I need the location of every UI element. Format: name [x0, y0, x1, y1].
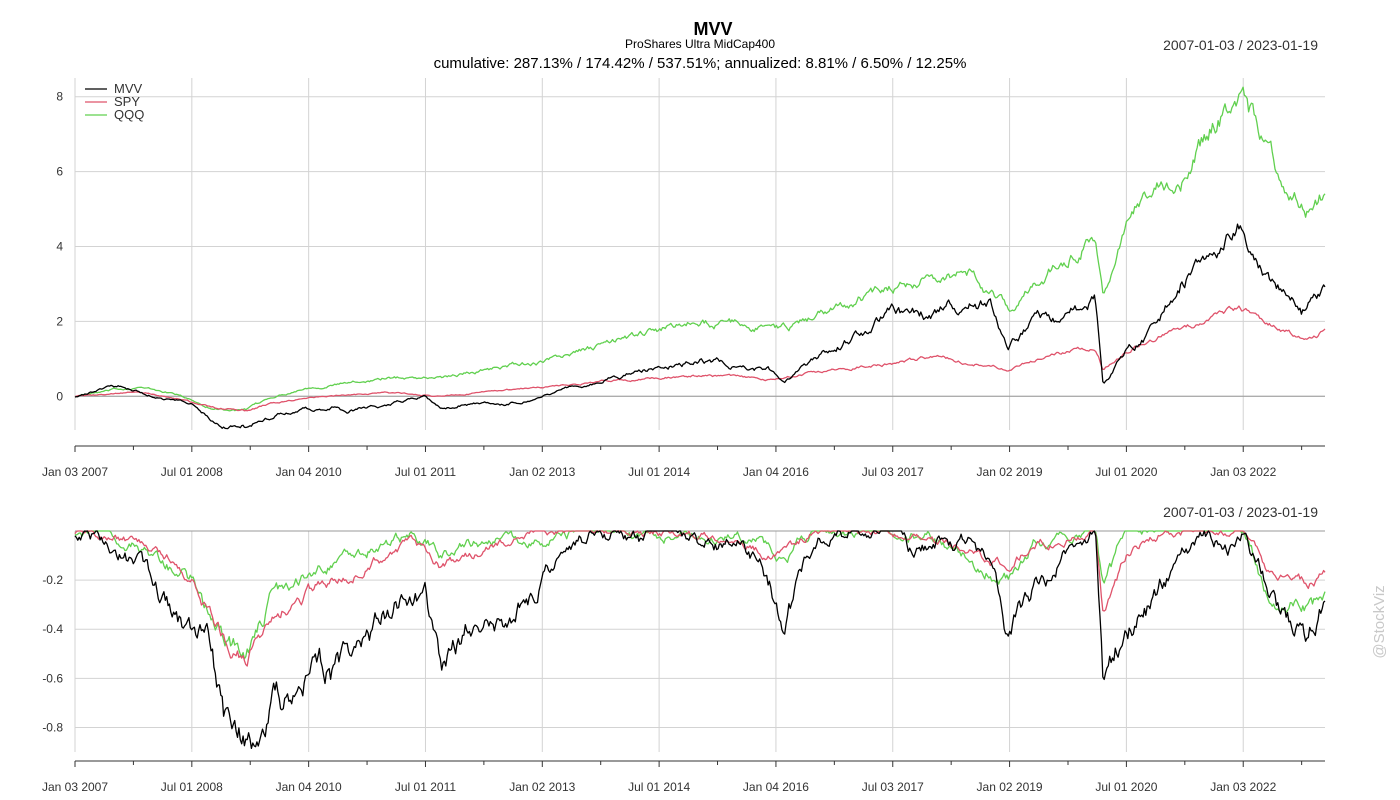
- series-line-qqq: [74, 530, 1326, 660]
- y-tick-label: 4: [56, 240, 63, 254]
- x-tick-label: Jul 01 2014: [628, 780, 690, 794]
- x-tick-label: Jan 02 2013: [509, 465, 575, 479]
- y-tick-label: 2: [56, 314, 63, 328]
- x-tick-label: Jan 03 2022: [1210, 780, 1276, 794]
- x-tick-label: Jul 01 2020: [1095, 465, 1157, 479]
- y-tick-label: -0.8: [42, 720, 63, 734]
- performance-stats: cumulative: 287.13% / 174.42% / 537.51%;…: [434, 55, 967, 72]
- series-line-spy: [74, 305, 1326, 412]
- y-tick-label: -0.4: [42, 622, 63, 636]
- legend-label-mvv: MVV: [114, 81, 143, 96]
- x-tick-label: Jul 01 2008: [161, 780, 223, 794]
- x-tick-label: Jan 02 2019: [977, 465, 1043, 479]
- x-tick-label: Jul 01 2020: [1095, 780, 1157, 794]
- y-tick-label: -0.2: [42, 573, 63, 587]
- x-tick-label: Jan 04 2010: [276, 780, 342, 794]
- x-tick-label: Jan 04 2010: [276, 465, 342, 479]
- x-tick-label: Jan 03 2022: [1210, 465, 1276, 479]
- x-tick-label: Jan 03 2007: [42, 780, 108, 794]
- cumulative-returns-panel: Jan 03 2007 Jul 01 2008 Jan 04 2010 Jul 01 …: [42, 78, 1326, 479]
- watermark-text: @StockViz: [1371, 585, 1388, 658]
- x-tick-label: Jan 02 2019: [977, 780, 1043, 794]
- x-tick-label: Jul 03 2017: [862, 780, 924, 794]
- x-tick-label: Jul 03 2017: [862, 465, 924, 479]
- y-tick-label: 0: [56, 389, 63, 403]
- date-range-top: 2007-01-03 / 2023-01-19: [1163, 37, 1318, 53]
- x-tick-label: Jul 01 2014: [628, 465, 690, 479]
- y-tick-label: 8: [56, 90, 63, 104]
- legend-label-spy: SPY: [114, 94, 140, 109]
- series-line-mvv: [74, 530, 1326, 750]
- x-tick-label: Jul 01 2008: [161, 465, 223, 479]
- chart-subtitle: ProShares Ultra MidCap400: [625, 37, 775, 51]
- series-line-qqq: [74, 86, 1326, 412]
- x-tick-label: Jan 03 2007: [42, 465, 108, 479]
- x-tick-label: Jul 01 2011: [395, 780, 456, 794]
- chart-title: MVV: [693, 19, 732, 39]
- x-tick-label: Jan 04 2016: [743, 780, 809, 794]
- y-tick-label: -0.6: [42, 671, 63, 685]
- series-line-spy: [74, 530, 1326, 667]
- x-tick-label: Jan 04 2016: [743, 465, 809, 479]
- x-tick-label: Jul 01 2011: [395, 465, 456, 479]
- drawdown-panel: Jan 03 2007 Jul 01 2008 Jan 04 2010 Jul 01 …: [42, 530, 1326, 794]
- y-tick-label: 6: [56, 165, 63, 179]
- x-tick-label: Jan 02 2013: [509, 780, 575, 794]
- legend-label-qqq: QQQ: [114, 107, 144, 122]
- series-line-mvv: [74, 223, 1326, 430]
- date-range-bottom: 2007-01-03 / 2023-01-19: [1163, 504, 1318, 520]
